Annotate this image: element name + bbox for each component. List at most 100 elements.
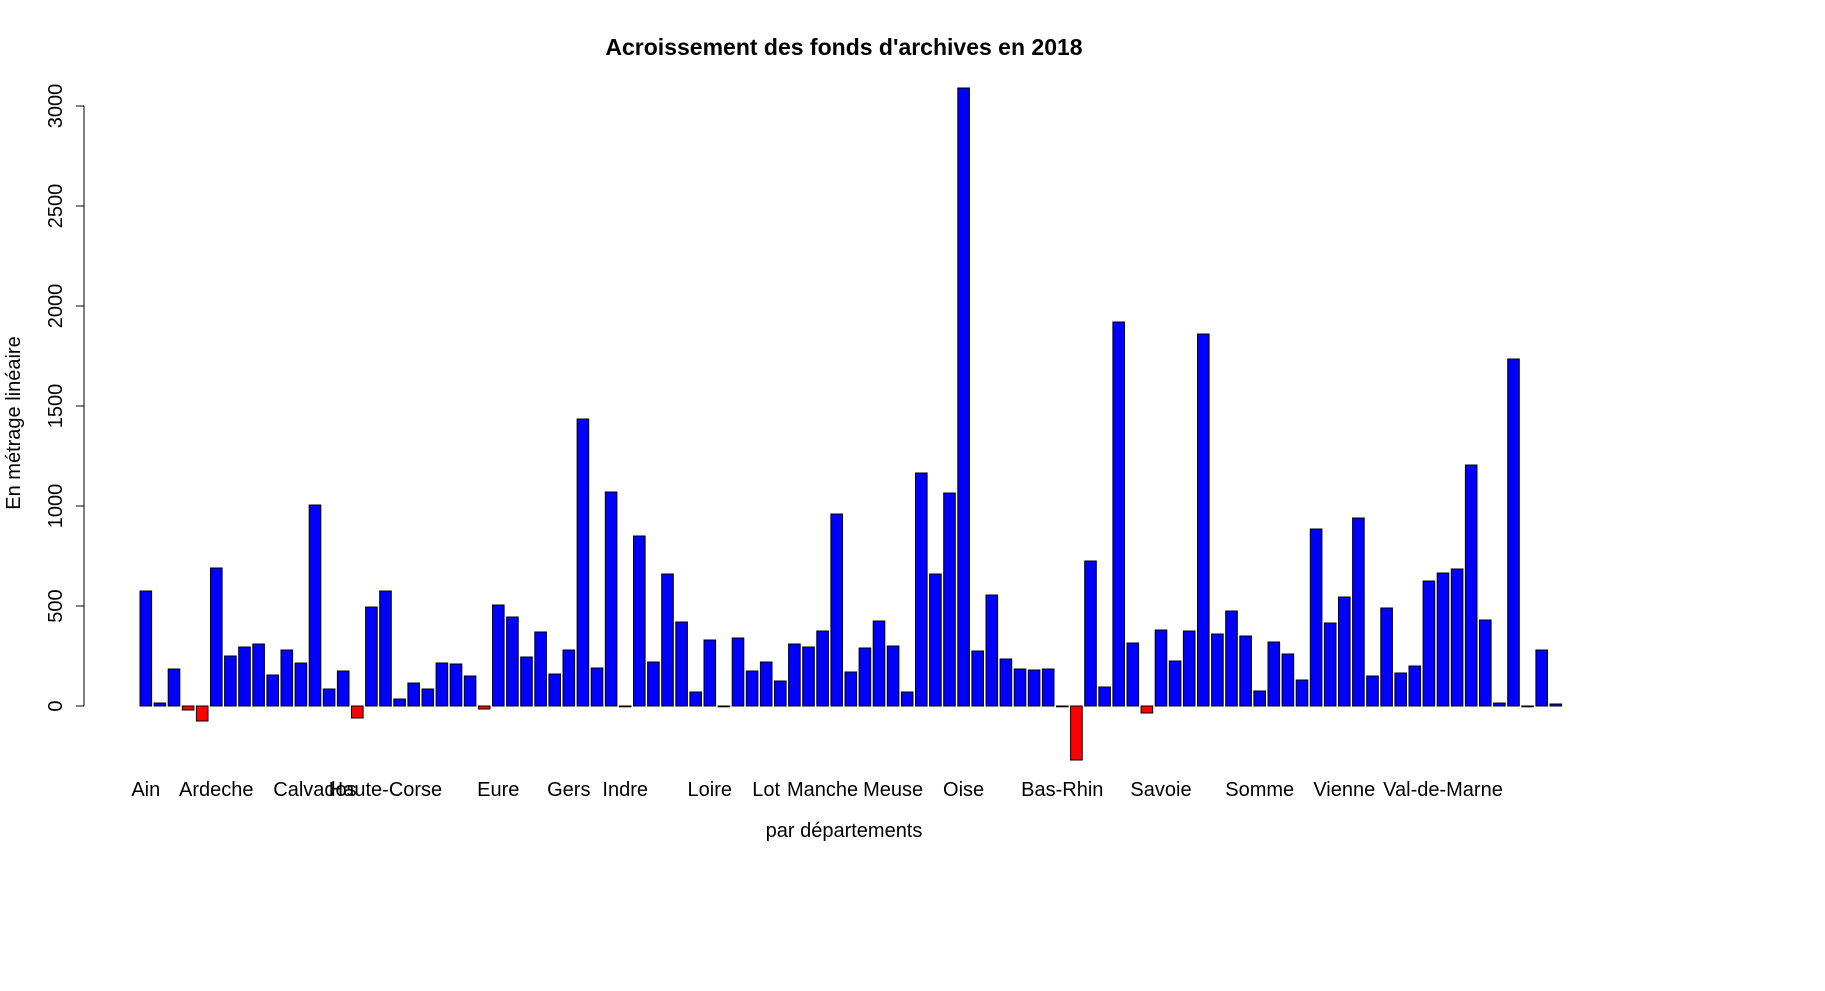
bar	[492, 604, 505, 707]
bar	[788, 643, 801, 707]
bar	[1535, 649, 1549, 707]
bar	[1352, 517, 1365, 707]
bar	[1366, 675, 1379, 707]
bar	[872, 620, 886, 707]
bar	[294, 662, 308, 707]
x-tick-label: Manche	[787, 779, 858, 801]
bar	[900, 691, 914, 707]
bar	[195, 705, 209, 722]
bar	[647, 661, 660, 707]
bar	[1380, 607, 1393, 707]
bar	[1126, 642, 1140, 707]
bar	[153, 702, 167, 707]
bar	[576, 418, 590, 707]
bar	[915, 472, 928, 707]
x-tick-label: Savoie	[1130, 779, 1191, 801]
bar	[1479, 619, 1492, 707]
x-tick-label: Somme	[1225, 779, 1294, 801]
bar	[1450, 568, 1464, 707]
y-tick-label: 500	[45, 589, 67, 622]
bar	[463, 675, 477, 707]
bar	[985, 594, 999, 707]
bar	[379, 590, 392, 707]
bar	[957, 87, 970, 707]
bar	[1295, 679, 1309, 707]
x-tick-label: Bas-Rhin	[1021, 779, 1103, 801]
bar	[759, 661, 773, 707]
bar	[971, 650, 985, 707]
bar	[1168, 660, 1182, 707]
bar	[1521, 705, 1534, 708]
bar	[1253, 690, 1267, 707]
bar	[745, 670, 759, 707]
bar	[1323, 622, 1337, 707]
bar	[731, 637, 745, 707]
x-tick-label: Calvados	[273, 779, 356, 801]
y-axis: 0 500 1000 1500 2000 2500 3000	[45, 84, 85, 712]
bar	[435, 662, 449, 707]
x-tick-label: Ardeche	[179, 779, 254, 801]
bar	[703, 639, 717, 707]
y-tick-label: 2500	[45, 184, 67, 229]
bar	[562, 649, 576, 707]
y-tick-label: 1000	[45, 484, 67, 529]
x-axis-label: par départements	[766, 820, 923, 842]
bar	[633, 535, 646, 707]
bar	[1013, 668, 1027, 707]
bar	[534, 631, 547, 707]
bar	[548, 673, 562, 707]
bar	[336, 670, 350, 707]
bar	[1394, 672, 1408, 707]
bar	[1422, 580, 1436, 707]
bar	[351, 705, 364, 719]
bar	[1436, 572, 1450, 707]
bar	[1041, 668, 1055, 707]
bar	[308, 504, 322, 707]
bar	[1225, 610, 1238, 707]
bar	[604, 491, 618, 707]
bar	[802, 646, 815, 707]
x-tick-label: Vienne	[1313, 779, 1375, 801]
bar	[520, 656, 533, 707]
bar	[858, 647, 872, 707]
x-tick-label: Indre	[602, 779, 648, 801]
bar	[1239, 635, 1252, 707]
y-tick-label: 3000	[45, 84, 67, 129]
bar	[1070, 705, 1083, 761]
x-tick-label: Lot	[752, 779, 780, 801]
bar	[774, 680, 787, 707]
x-tick-label: Ain	[131, 779, 160, 801]
bar	[449, 663, 463, 707]
bar	[830, 513, 844, 707]
bar	[816, 630, 829, 707]
bar	[943, 492, 956, 707]
bars	[139, 87, 1563, 761]
bar	[224, 655, 237, 707]
bar	[1309, 528, 1323, 707]
x-tick-label: Val-de-Marne	[1383, 779, 1503, 801]
bar	[238, 646, 251, 707]
bar	[1027, 669, 1041, 707]
bar	[999, 658, 1013, 707]
bar	[1507, 358, 1520, 707]
bar	[393, 698, 406, 707]
bar	[1112, 321, 1126, 707]
bar	[506, 616, 519, 707]
bar	[322, 688, 336, 707]
bar	[717, 705, 731, 708]
bar	[1056, 705, 1069, 708]
bar	[365, 606, 378, 707]
bar	[1182, 630, 1196, 707]
bar	[886, 645, 900, 707]
bar	[266, 674, 279, 707]
x-tick-label: Loire	[688, 779, 732, 801]
bar	[1549, 703, 1563, 707]
bar	[1211, 633, 1224, 707]
bar	[675, 621, 688, 707]
x-tick-label: Haute-Corse	[329, 779, 442, 801]
x-tick-label: Oise	[943, 779, 984, 801]
y-tick-label: 1500	[45, 384, 67, 429]
bar	[1408, 665, 1422, 707]
bar	[139, 590, 153, 707]
